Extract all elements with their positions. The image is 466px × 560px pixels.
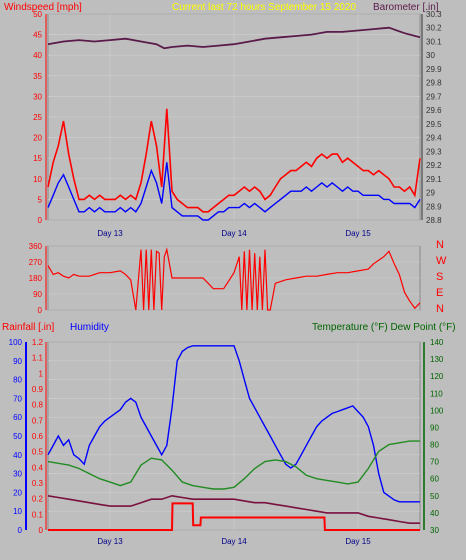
rain-y-tick-label: 0.9: [32, 385, 44, 394]
rain-y-tick-label: 0.7: [32, 416, 44, 425]
wind-y-tick-label: 45: [33, 31, 42, 40]
barometer-y-tick-label: 28.8: [426, 216, 442, 225]
humidity-y-tick-label: 20: [13, 488, 22, 497]
rain-y-tick-label: 1: [39, 369, 44, 378]
wind-y-tick-label: 10: [33, 175, 42, 184]
rain-y-tick-label: 1.2: [32, 338, 44, 347]
wind-y-tick-label: 30: [33, 92, 42, 101]
wind-x-tick-label: Day 15: [345, 229, 371, 238]
rain-y-tick-label: 0.8: [32, 401, 44, 410]
barometer-y-tick-label: 29.1: [426, 175, 442, 184]
barometer-y-tick-label: 30: [426, 51, 435, 60]
compass-label: S: [436, 271, 443, 283]
rain-humidity-temperature-panel: 0 10 20 30 40 50 60 70 80 90 100 0 0.1 0.2 0.3 0.4 0.5 0.…: [9, 338, 444, 546]
rainfall-line: [48, 502, 420, 531]
rain-y-tick-label: 0.5: [32, 448, 44, 457]
humidity-y-tick-label: 40: [13, 451, 22, 460]
direction-y-tick-label: 90: [33, 290, 42, 299]
rain-y-tick-label: 0.6: [32, 432, 44, 441]
temp-y-tick-label: 90: [430, 423, 439, 432]
humidity-y-tick-label: 90: [13, 357, 22, 366]
dew-point-line: [47, 494, 420, 524]
wind-direction-line: [47, 247, 421, 311]
temp-y-tick-label: 120: [430, 372, 444, 381]
rain-y-tick-label: 0.1: [32, 510, 44, 519]
humidity-label: Humidity: [70, 322, 109, 333]
wind-y-tick-label: 20: [33, 134, 42, 143]
humidity-y-tick-label: 60: [13, 413, 22, 422]
humidity-y-tick-label: 50: [13, 432, 22, 441]
barometer-y-tick-label: 28.9: [426, 202, 442, 211]
temp-y-tick-label: 140: [430, 338, 444, 347]
wind-y-tick-label: 15: [33, 154, 42, 163]
wind-y-tick-label: 40: [33, 51, 42, 60]
barometer-y-tick-label: 29.3: [426, 147, 442, 156]
humidity-y-tick-label: 100: [9, 338, 23, 347]
humidity-y-tick-label: 30: [13, 470, 22, 479]
barometer-y-tick-label: 29.5: [426, 120, 442, 129]
temp-y-tick-label: 130: [430, 355, 444, 364]
direction-y-tick-label: 180: [29, 274, 43, 283]
temp-y-tick-label: 50: [430, 492, 439, 501]
humidity-y-tick-label: 10: [13, 507, 22, 516]
temp-y-tick-label: 60: [430, 475, 439, 484]
wind-average-line: [47, 162, 421, 221]
barometer-y-tick-label: 29.9: [426, 65, 442, 74]
temp-y-tick-label: 110: [430, 389, 443, 398]
rain-y-tick-label: 0: [39, 526, 44, 535]
temp-y-tick-label: 40: [430, 509, 439, 518]
humidity-y-tick-label: 70: [13, 394, 22, 403]
humidity-line: [47, 345, 420, 503]
barometer-y-tick-label: 29.4: [426, 134, 442, 143]
barometer-y-tick-label: 30.3: [426, 10, 442, 19]
barometer-y-tick-label: 29.2: [426, 161, 442, 170]
compass-label: W: [436, 255, 447, 267]
compass-label: N: [436, 303, 444, 315]
compass-label: E: [436, 287, 443, 299]
rain-y-tick-label: 0.2: [32, 495, 44, 504]
rain-y-tick-label: 1.1: [32, 354, 44, 363]
direction-y-tick-label: 360: [29, 242, 43, 251]
rain-y-tick-label: 0.4: [32, 463, 44, 472]
wind-x-tick-label: Day 14: [221, 229, 247, 238]
wind-y-tick-label: 50: [33, 10, 42, 19]
compass-label: N: [436, 239, 444, 251]
temp-y-tick-label: 30: [430, 526, 439, 535]
temp-y-tick-label: 70: [430, 458, 439, 467]
bottom-x-tick-label: Day 15: [345, 537, 371, 546]
bottom-x-tick-label: Day 13: [97, 537, 123, 546]
humidity-y-tick-label: 0: [18, 526, 23, 535]
wind-y-tick-label: 0: [38, 216, 43, 225]
barometer-y-tick-label: 29.7: [426, 92, 442, 101]
temperature-dewpoint-label: Temperature (°F) Dew Point (°F): [312, 322, 456, 333]
direction-y-tick-label: 0: [38, 306, 43, 315]
rain-y-tick-label: 0.3: [32, 479, 44, 488]
plot-layer: 0510152025303540455028.828.92929.129.229…: [9, 10, 447, 546]
barometer-label: Barometer [.in]: [373, 2, 439, 13]
barometer-line: [47, 26, 421, 50]
current-period-label: Current last 72 hours September 15 2020: [172, 2, 356, 13]
wind-gust-line: [47, 108, 421, 213]
wind-y-tick-label: 35: [33, 72, 42, 81]
temp-y-tick-label: 80: [430, 441, 439, 450]
humidity-y-tick-label: 80: [13, 376, 22, 385]
wind-y-tick-label: 5: [38, 195, 43, 204]
direction-y-tick-label: 270: [29, 258, 43, 267]
temp-y-tick-label: 100: [430, 406, 444, 415]
barometer-y-tick-label: 30.1: [426, 37, 442, 46]
barometer-y-tick-label: 29: [426, 189, 435, 198]
wind-y-tick-label: 25: [33, 113, 42, 122]
temperature-line: [47, 440, 420, 490]
barometer-y-tick-label: 29.6: [426, 106, 442, 115]
wind-barometer-panel: 0 5 10 15 20 25 30 35 40 45 50 28.8 28.9 29 29.1 29.2 29…: [33, 10, 442, 238]
rainfall-label: Rainfall [.in]: [2, 322, 54, 333]
barometer-y-tick-label: 29.8: [426, 79, 442, 88]
windspeed-label: Windspeed [mph]: [4, 2, 82, 13]
wind-x-tick-label: Day 13: [97, 229, 123, 238]
bottom-x-tick-label: Day 14: [221, 537, 247, 546]
barometer-y-tick-label: 30.2: [426, 24, 442, 33]
